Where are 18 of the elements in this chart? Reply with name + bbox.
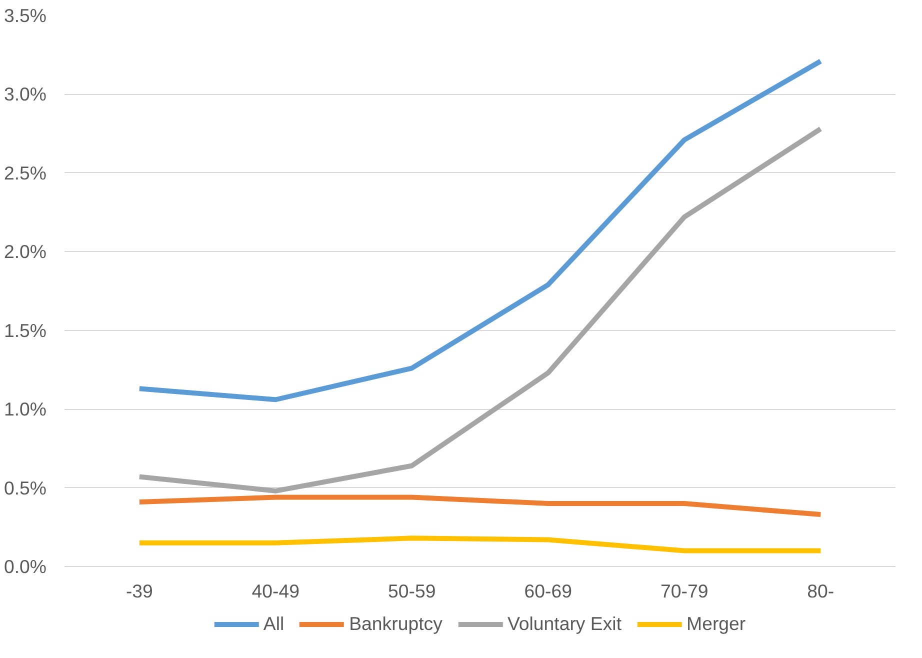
y-tick-label: 1.5%	[4, 320, 47, 341]
y-tick-label: 0.5%	[4, 477, 47, 498]
y-tick-label: 3.0%	[4, 84, 47, 105]
legend-label: Bankruptcy	[349, 613, 442, 635]
y-tick-label: 2.5%	[4, 162, 47, 184]
x-tick-label: 40-49	[252, 580, 300, 602]
x-tick-label: 50-59	[388, 580, 436, 602]
x-tick-label: 60-69	[524, 580, 572, 602]
y-tick-label: 3.5%	[4, 5, 47, 26]
x-tick-label: 80-	[807, 580, 834, 602]
y-tick-label: 2.0%	[4, 241, 47, 262]
x-tick-label: -39	[126, 580, 153, 602]
x-tick-label: 70-79	[660, 580, 708, 602]
legend-label: Merger	[686, 613, 746, 635]
legend-label: All	[263, 613, 284, 635]
y-tick-label: 0.0%	[4, 556, 47, 577]
legend-label: Voluntary Exit	[507, 613, 622, 635]
y-tick-label: 1.0%	[4, 398, 47, 420]
